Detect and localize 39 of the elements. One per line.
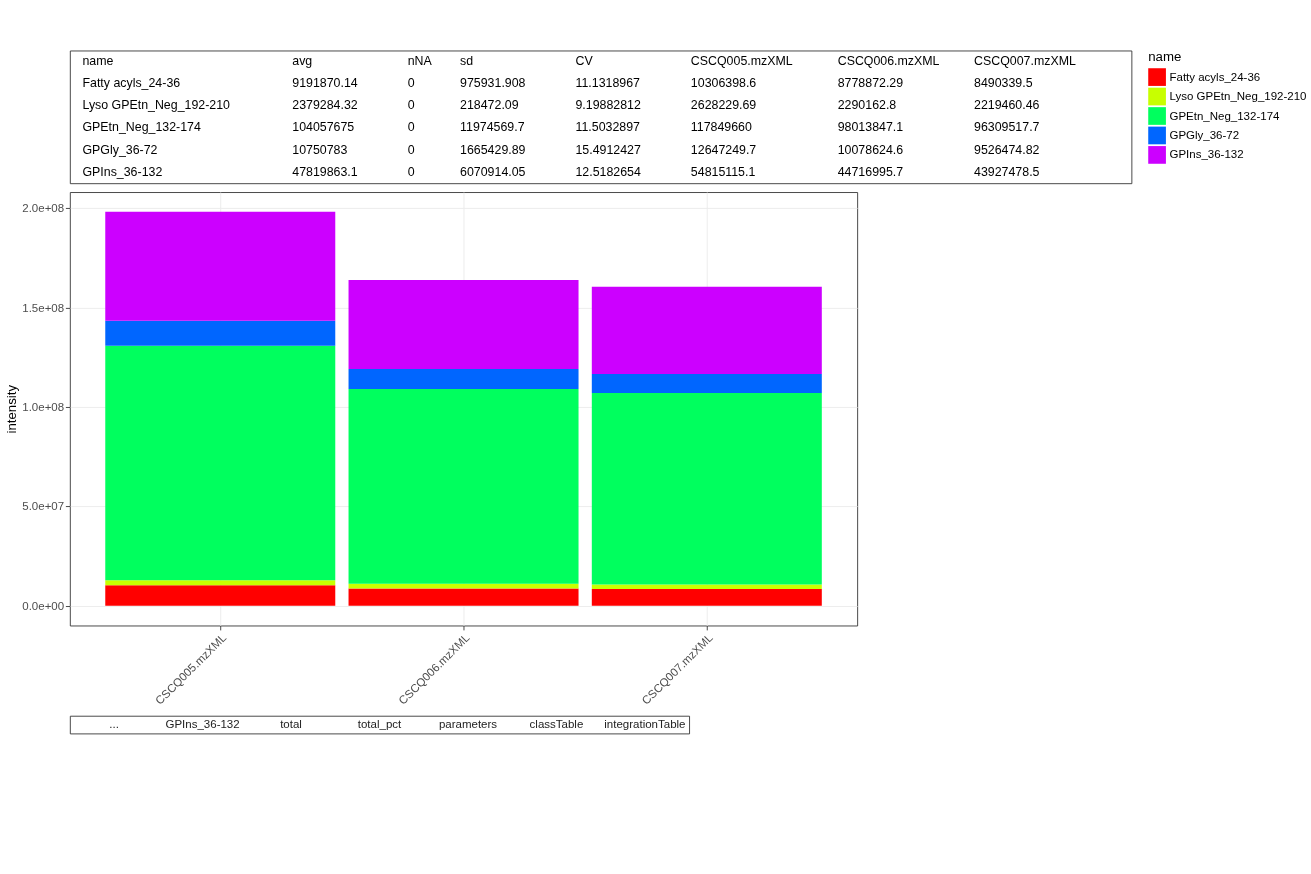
bar [105, 211, 336, 321]
bar [591, 584, 822, 589]
legend-label: GPGly_36-72 [1169, 129, 1240, 141]
legend-label: GPIns_36-132 [1169, 148, 1244, 161]
y-tick-label: 1.5e+08 [22, 301, 65, 314]
legend-title: name [1148, 49, 1182, 65]
text: Lyso GPEtn_Neg_192-210 2379284.32 0 218472.09 9.19882812 2628229.69 2290162.8 2219460.46 [82, 98, 1040, 113]
legend-label: GPEtn_Neg_132-174 [1169, 109, 1281, 122]
bar [348, 280, 579, 369]
bar [348, 588, 579, 606]
bar [105, 320, 336, 346]
text: name avg nNA sd CV CSCQ005.mzXML CSCQ006.mzXML CSCQ007.mzXML [82, 54, 1076, 69]
text: total [280, 718, 302, 731]
bar [105, 345, 336, 581]
text: parameters [438, 718, 498, 731]
text: GPIns_36-132 [165, 718, 240, 731]
bar [591, 393, 822, 585]
bar [348, 368, 579, 389]
y-tick-label: 5.0e+07 [22, 500, 65, 513]
y-tick-label: 1.0e+08 [22, 401, 65, 413]
bar [105, 585, 336, 606]
text: total_pct [357, 718, 403, 731]
bar [591, 588, 822, 606]
y-axis-title: intensity [4, 384, 20, 434]
y-tick-label: 0.0e+00 [22, 599, 65, 612]
text: integrationTable [604, 718, 686, 731]
text: Fatty acyls_24-36 9191870.14 0 975931.908 11.1318967 10306398.6 8778872.29 8490339.5 [82, 76, 1033, 91]
bar [348, 388, 579, 584]
text: GPEtn_Neg_132-174 104057675 0 11974569.7 11.5032897 117849660 98013847.1 96309517.7 [82, 120, 1040, 135]
bar [591, 286, 822, 375]
bar [105, 580, 336, 586]
bar [591, 374, 822, 394]
text: classTable [529, 718, 584, 731]
legend-label: Fatty acyls_24-36 [1169, 70, 1261, 83]
text: ... [109, 718, 119, 731]
y-tick-label: 2.0e+08 [22, 202, 65, 215]
legend-label: Lyso GPEtn_Neg_192-210 [1169, 90, 1307, 103]
text: GPGly_36-72 10750783 0 1665429.89 15.4912427 12647249.7 10078624.6 9526474.82 [82, 142, 1040, 157]
text: GPIns_36-132 47819863.1 0 6070914.05 12.5182654 54815115.1 44716995.7 43927478.5 [82, 164, 1040, 179]
